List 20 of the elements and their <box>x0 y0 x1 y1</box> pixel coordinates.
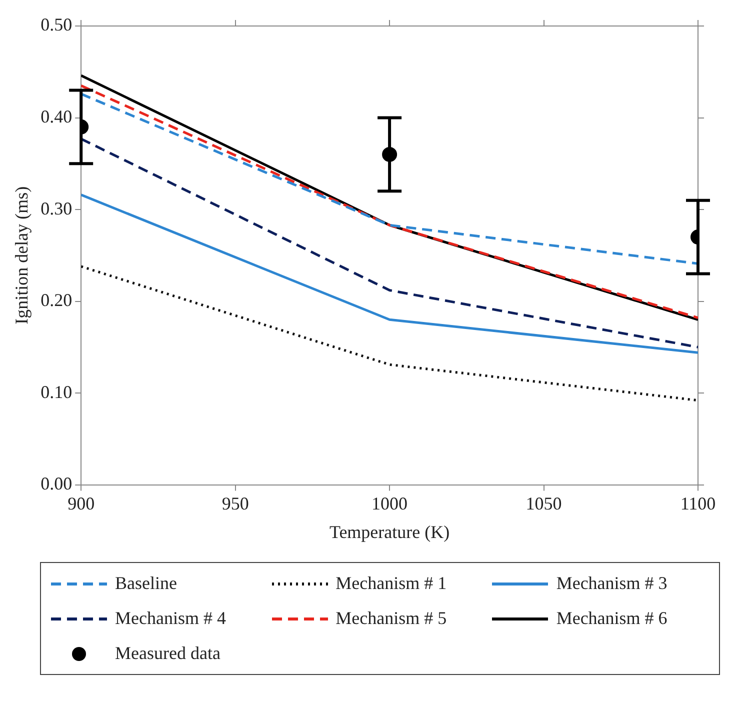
y-tick-label: 0.40 <box>40 106 72 126</box>
y-axis-title: Ignition delay (ms) <box>12 186 32 324</box>
y-tick-label: 0.20 <box>40 290 72 310</box>
legend-label: Mechanism # 3 <box>556 573 668 594</box>
y-tick-label: 0.00 <box>40 474 72 494</box>
x-tick-label: 1050 <box>526 493 562 514</box>
x-tick-label: 950 <box>222 493 249 514</box>
x-tick-label: 1000 <box>372 493 408 514</box>
legend-label: Mechanism # 6 <box>556 608 668 629</box>
legend-label: Mechanism # 1 <box>336 573 447 594</box>
x-axis-title: Temperature (K) <box>329 522 450 542</box>
legend-label: Measured data <box>115 643 220 664</box>
legend-label: Mechanism # 5 <box>336 608 447 629</box>
legend-label: Mechanism # 4 <box>115 608 226 629</box>
y-tick-label: 0.50 <box>40 14 72 35</box>
y-tick-label: 0.10 <box>40 382 72 402</box>
y-tick-label: 0.30 <box>40 198 72 218</box>
x-tick-label: 900 <box>68 493 95 514</box>
legend-label: Baseline <box>115 573 177 594</box>
x-tick-label: 1100 <box>680 493 716 514</box>
